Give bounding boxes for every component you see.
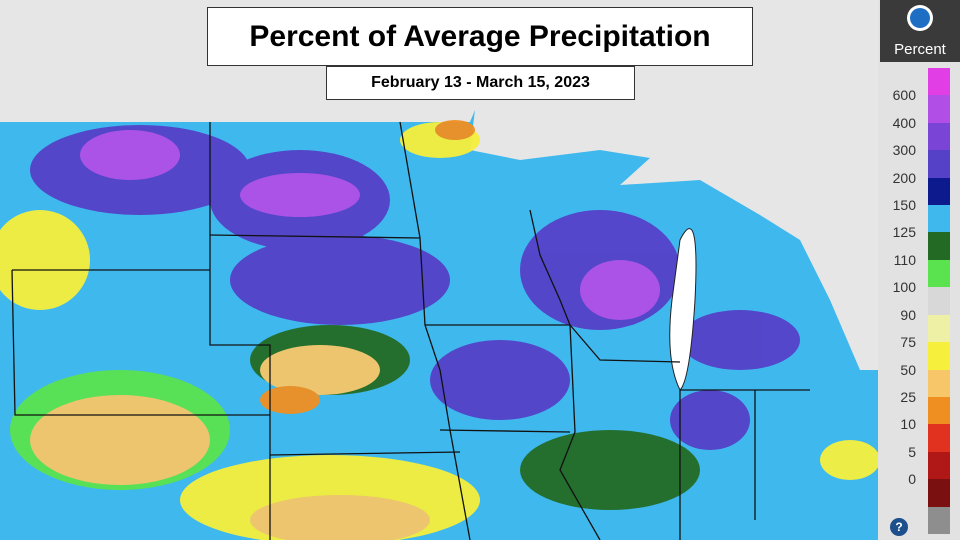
legend-tick-label: 600 [892, 87, 916, 104]
legend-swatch [928, 479, 950, 508]
legend-swatch [928, 369, 950, 398]
legend-tick-label: 10 [900, 416, 916, 433]
legend-swatch [928, 205, 950, 233]
legend-swatch [928, 342, 950, 371]
legend-tick-label: 300 [892, 142, 916, 159]
legend-tick-label: 75 [900, 334, 916, 351]
legend-tick-label: 25 [900, 388, 916, 405]
legend-tick-label: 400 [892, 114, 916, 131]
legend-swatch [928, 177, 950, 206]
legend-tick-label: 125 [892, 224, 916, 241]
legend-swatch [928, 259, 950, 288]
legend-swatch [928, 314, 950, 343]
legend-swatch [928, 287, 950, 316]
legend-swatch [928, 451, 950, 480]
legend-tick-label: 0 [908, 471, 916, 488]
legend-tick-label: 200 [892, 169, 916, 186]
subtitle: February 13 - March 15, 2023 [326, 66, 635, 100]
legend-tick-label: 110 [893, 251, 916, 268]
help-button[interactable]: ? [890, 518, 908, 536]
legend-tick-label: 100 [892, 279, 916, 296]
legend-swatch [928, 122, 950, 151]
legend-swatch [928, 506, 950, 535]
legend-panel: Percent 600 400 300 200 150 125 110 100 90 75 50 25… [878, 0, 960, 540]
legend-tick-label: 5 [908, 443, 916, 460]
legend-swatch [928, 424, 950, 453]
legend-swatch [928, 95, 950, 124]
legend-tick-label: 90 [900, 306, 916, 323]
legend-label: Percent [894, 41, 946, 58]
legend-swatch [928, 68, 950, 96]
logo [907, 5, 933, 31]
legend-tick-label: 50 [900, 361, 916, 378]
title: Percent of Average Precipitation [207, 7, 753, 66]
legend-swatch [928, 396, 950, 425]
logo-box: Percent [880, 0, 960, 62]
legend-swatch [928, 150, 950, 179]
legend-swatch [928, 232, 950, 261]
legend-tick-label: 150 [892, 197, 916, 214]
